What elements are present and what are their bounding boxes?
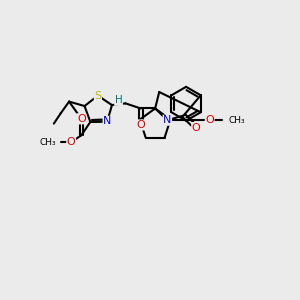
Text: N: N — [103, 116, 112, 126]
Text: O: O — [77, 114, 86, 124]
Text: O: O — [205, 115, 214, 125]
Text: H: H — [115, 95, 122, 105]
Text: O: O — [192, 122, 200, 133]
Text: CH₃: CH₃ — [229, 116, 245, 125]
Text: O: O — [136, 120, 145, 130]
Text: N: N — [163, 115, 172, 125]
Text: CH₃: CH₃ — [39, 138, 56, 147]
Text: O: O — [67, 137, 76, 147]
Text: S: S — [94, 91, 101, 100]
